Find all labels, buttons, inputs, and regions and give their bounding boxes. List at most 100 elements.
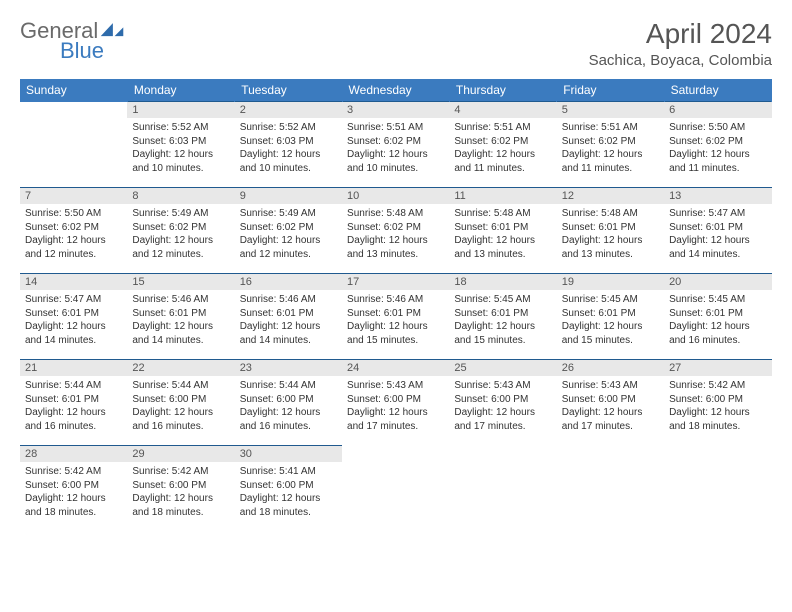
day-sr: Sunrise: 5:48 AM: [454, 207, 551, 221]
day-number: 29: [127, 446, 234, 462]
week-row: 14Sunrise: 5:47 AMSunset: 6:01 PMDayligh…: [20, 274, 772, 360]
day-d1: Daylight: 12 hours: [454, 406, 551, 420]
day-cell: 21Sunrise: 5:44 AMSunset: 6:01 PMDayligh…: [20, 360, 127, 446]
day-d2: and 10 minutes.: [240, 162, 337, 176]
day-sr: Sunrise: 5:52 AM: [240, 121, 337, 135]
day-sr: Sunrise: 5:42 AM: [132, 465, 229, 479]
day-ss: Sunset: 6:01 PM: [669, 307, 766, 321]
day-d2: and 17 minutes.: [562, 420, 659, 434]
day-d1: Daylight: 12 hours: [347, 234, 444, 248]
day-cell: [342, 446, 449, 532]
day-cell: 14Sunrise: 5:47 AMSunset: 6:01 PMDayligh…: [20, 274, 127, 360]
day-content: Sunrise: 5:50 AMSunset: 6:02 PMDaylight:…: [664, 118, 771, 177]
day-d1: Daylight: 12 hours: [669, 148, 766, 162]
day-cell: 7Sunrise: 5:50 AMSunset: 6:02 PMDaylight…: [20, 188, 127, 274]
weekday-tuesday: Tuesday: [235, 79, 342, 102]
day-d1: Daylight: 12 hours: [454, 148, 551, 162]
day-number: 26: [557, 360, 664, 376]
day-number: 3: [342, 102, 449, 118]
day-content: Sunrise: 5:44 AMSunset: 6:00 PMDaylight:…: [235, 376, 342, 435]
day-number: 24: [342, 360, 449, 376]
day-d1: Daylight: 12 hours: [562, 320, 659, 334]
day-content: Sunrise: 5:46 AMSunset: 6:01 PMDaylight:…: [127, 290, 234, 349]
day-d1: Daylight: 12 hours: [25, 320, 122, 334]
day-cell: 1Sunrise: 5:52 AMSunset: 6:03 PMDaylight…: [127, 102, 234, 188]
day-number: 27: [664, 360, 771, 376]
day-number: 1: [127, 102, 234, 118]
day-sr: Sunrise: 5:50 AM: [669, 121, 766, 135]
day-d1: Daylight: 12 hours: [347, 406, 444, 420]
day-d1: Daylight: 12 hours: [25, 234, 122, 248]
day-d2: and 12 minutes.: [132, 248, 229, 262]
day-sr: Sunrise: 5:42 AM: [669, 379, 766, 393]
day-sr: Sunrise: 5:50 AM: [25, 207, 122, 221]
logo-text-blue: Blue: [60, 38, 125, 64]
day-number: 14: [20, 274, 127, 290]
day-cell: 8Sunrise: 5:49 AMSunset: 6:02 PMDaylight…: [127, 188, 234, 274]
day-cell: 17Sunrise: 5:46 AMSunset: 6:01 PMDayligh…: [342, 274, 449, 360]
day-sr: Sunrise: 5:47 AM: [669, 207, 766, 221]
logo-sail-icon: [99, 21, 125, 39]
day-content: Sunrise: 5:46 AMSunset: 6:01 PMDaylight:…: [342, 290, 449, 349]
day-ss: Sunset: 6:02 PM: [240, 221, 337, 235]
day-sr: Sunrise: 5:47 AM: [25, 293, 122, 307]
day-content: Sunrise: 5:45 AMSunset: 6:01 PMDaylight:…: [664, 290, 771, 349]
day-d1: Daylight: 12 hours: [132, 320, 229, 334]
day-content: Sunrise: 5:48 AMSunset: 6:02 PMDaylight:…: [342, 204, 449, 263]
day-ss: Sunset: 6:02 PM: [669, 135, 766, 149]
day-content: Sunrise: 5:48 AMSunset: 6:01 PMDaylight:…: [557, 204, 664, 263]
day-sr: Sunrise: 5:49 AM: [240, 207, 337, 221]
day-d1: Daylight: 12 hours: [454, 320, 551, 334]
day-ss: Sunset: 6:00 PM: [669, 393, 766, 407]
week-row: 7Sunrise: 5:50 AMSunset: 6:02 PMDaylight…: [20, 188, 772, 274]
day-sr: Sunrise: 5:46 AM: [240, 293, 337, 307]
day-d2: and 12 minutes.: [240, 248, 337, 262]
day-number: 2: [235, 102, 342, 118]
day-d2: and 14 minutes.: [25, 334, 122, 348]
day-d1: Daylight: 12 hours: [132, 148, 229, 162]
day-content: Sunrise: 5:47 AMSunset: 6:01 PMDaylight:…: [664, 204, 771, 263]
day-cell: 20Sunrise: 5:45 AMSunset: 6:01 PMDayligh…: [664, 274, 771, 360]
day-number: 7: [20, 188, 127, 204]
day-content: Sunrise: 5:45 AMSunset: 6:01 PMDaylight:…: [449, 290, 556, 349]
day-d2: and 18 minutes.: [240, 506, 337, 520]
day-d2: and 16 minutes.: [25, 420, 122, 434]
day-sr: Sunrise: 5:45 AM: [454, 293, 551, 307]
weekday-monday: Monday: [127, 79, 234, 102]
day-d2: and 14 minutes.: [669, 248, 766, 262]
day-cell: 26Sunrise: 5:43 AMSunset: 6:00 PMDayligh…: [557, 360, 664, 446]
day-d2: and 11 minutes.: [562, 162, 659, 176]
day-d1: Daylight: 12 hours: [240, 234, 337, 248]
weekday-friday: Friday: [557, 79, 664, 102]
day-d2: and 14 minutes.: [132, 334, 229, 348]
day-sr: Sunrise: 5:44 AM: [240, 379, 337, 393]
day-cell: 27Sunrise: 5:42 AMSunset: 6:00 PMDayligh…: [664, 360, 771, 446]
day-d1: Daylight: 12 hours: [454, 234, 551, 248]
day-cell: 19Sunrise: 5:45 AMSunset: 6:01 PMDayligh…: [557, 274, 664, 360]
day-content: Sunrise: 5:52 AMSunset: 6:03 PMDaylight:…: [127, 118, 234, 177]
day-number: 23: [235, 360, 342, 376]
day-content: Sunrise: 5:44 AMSunset: 6:01 PMDaylight:…: [20, 376, 127, 435]
day-number: 20: [664, 274, 771, 290]
day-d2: and 18 minutes.: [132, 506, 229, 520]
day-d2: and 15 minutes.: [347, 334, 444, 348]
day-d1: Daylight: 12 hours: [132, 234, 229, 248]
day-number: 17: [342, 274, 449, 290]
day-sr: Sunrise: 5:51 AM: [347, 121, 444, 135]
day-sr: Sunrise: 5:41 AM: [240, 465, 337, 479]
day-d1: Daylight: 12 hours: [240, 148, 337, 162]
day-content: Sunrise: 5:42 AMSunset: 6:00 PMDaylight:…: [127, 462, 234, 521]
day-number: 15: [127, 274, 234, 290]
day-cell: 30Sunrise: 5:41 AMSunset: 6:00 PMDayligh…: [235, 446, 342, 532]
day-sr: Sunrise: 5:45 AM: [669, 293, 766, 307]
day-ss: Sunset: 6:02 PM: [562, 135, 659, 149]
day-sr: Sunrise: 5:49 AM: [132, 207, 229, 221]
day-d1: Daylight: 12 hours: [132, 406, 229, 420]
weekday-sunday: Sunday: [20, 79, 127, 102]
day-sr: Sunrise: 5:43 AM: [562, 379, 659, 393]
day-cell: 2Sunrise: 5:52 AMSunset: 6:03 PMDaylight…: [235, 102, 342, 188]
day-number: 28: [20, 446, 127, 462]
day-d2: and 16 minutes.: [240, 420, 337, 434]
day-sr: Sunrise: 5:51 AM: [454, 121, 551, 135]
day-content: Sunrise: 5:47 AMSunset: 6:01 PMDaylight:…: [20, 290, 127, 349]
